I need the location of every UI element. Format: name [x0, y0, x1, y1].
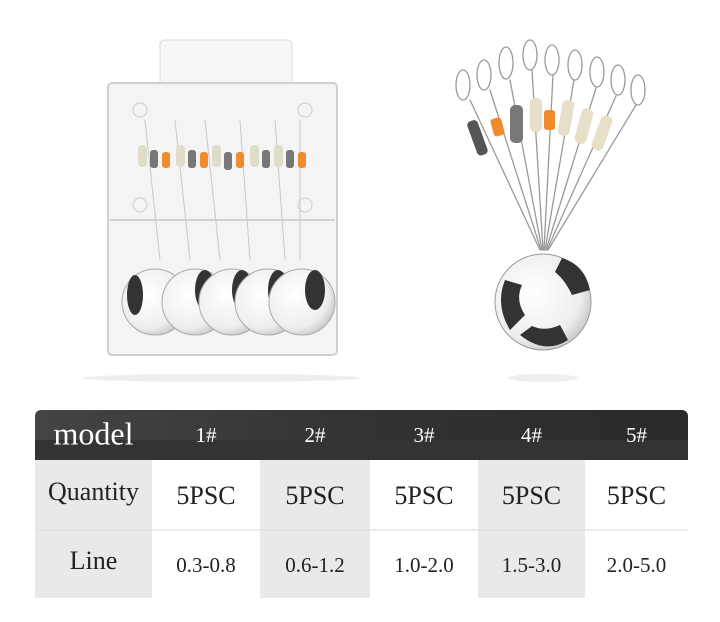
cell-value: 0.6-1.2 — [285, 553, 345, 577]
model-number: 2# — [305, 423, 327, 447]
row-label: Quantity — [48, 477, 139, 506]
cell-value: 1.5-3.0 — [502, 553, 562, 577]
model-number: 5# — [626, 423, 648, 447]
column-shade — [478, 460, 585, 598]
header-label: model — [54, 415, 134, 451]
column-shade — [35, 460, 152, 598]
stopper-set — [455, 39, 646, 382]
cell-value: 1.0-2.0 — [394, 553, 454, 577]
cell-value: 0.3-0.8 — [176, 553, 236, 577]
cell-value: 5PSC — [607, 481, 666, 510]
cell-value: 2.0-5.0 — [607, 553, 667, 577]
cell-value: 5PSC — [502, 481, 561, 510]
cell-value: 5PSC — [394, 481, 453, 510]
row-label: Line — [70, 546, 118, 575]
cell-value: 5PSC — [176, 481, 235, 510]
model-number: 1# — [196, 423, 218, 447]
storage-box — [82, 39, 362, 382]
header-row-bottom — [35, 440, 688, 460]
cell-value: 5PSC — [285, 481, 344, 510]
model-number: 4# — [521, 423, 543, 447]
column-shade — [260, 460, 370, 598]
model-number: 3# — [414, 423, 436, 447]
spec-table: model 1# 2# 3# 4# 5# Quantity 5PSC 5PSC 5PSC 5PSC 5… — [35, 410, 688, 598]
